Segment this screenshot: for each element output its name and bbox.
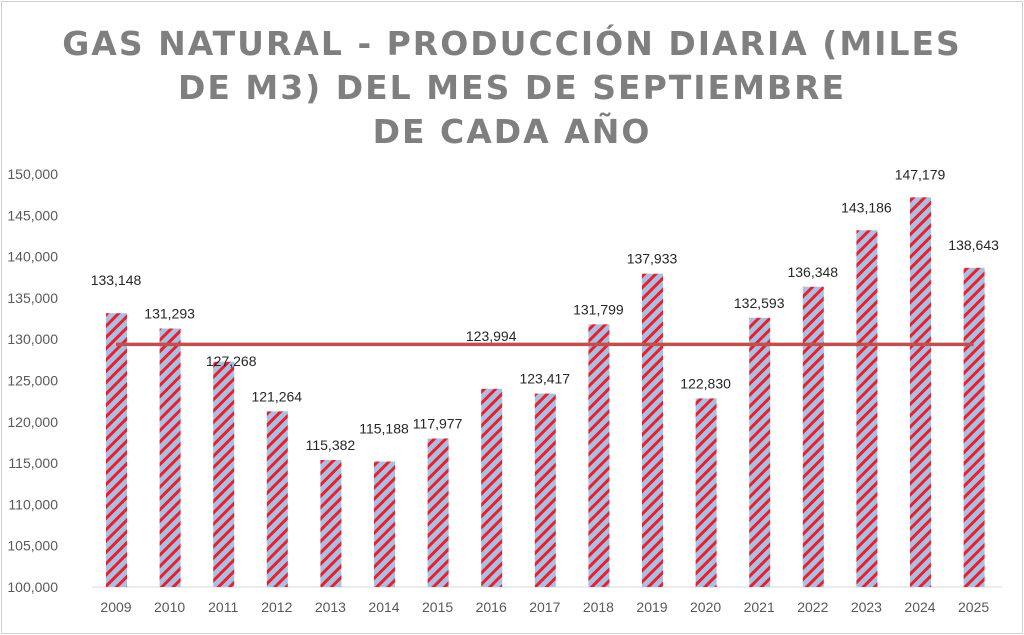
x-tick-label: 2020	[690, 599, 721, 615]
data-label: 122,830	[680, 375, 731, 391]
x-tick-label: 2009	[100, 599, 131, 615]
y-tick-label: 135,000	[7, 290, 58, 306]
x-tick-label: 2025	[958, 599, 989, 615]
x-tick-label: 2024	[904, 599, 935, 615]
x-tick-label: 2016	[476, 599, 507, 615]
title-line-1: GAS NATURAL - PRODUCCIÓN DIARIA (MILES	[62, 24, 962, 63]
data-label: 123,417	[519, 371, 570, 387]
data-label: 115,382	[306, 437, 356, 453]
data-label: 136,348	[787, 264, 838, 280]
bar-2022	[802, 286, 824, 587]
bar-2009	[106, 313, 127, 587]
bar-2016	[481, 388, 503, 587]
bar-2019	[642, 273, 663, 587]
x-tick-label: 2013	[315, 599, 346, 615]
title-line-2: DE M3) DEL MES DE SEPTIEMBRE	[177, 68, 847, 107]
data-label: 131,293	[144, 306, 195, 322]
x-tick-label: 2017	[529, 599, 560, 615]
data-label: 123,994	[466, 328, 517, 344]
data-label: 137,933	[627, 251, 678, 267]
y-tick-label: 145,000	[7, 207, 58, 223]
data-label: 138,643	[948, 237, 999, 253]
data-label: 121,264	[251, 388, 302, 404]
bar-2015	[427, 438, 449, 587]
bar-2010	[159, 328, 181, 587]
bar-2018	[588, 324, 610, 587]
bar-2014	[374, 461, 395, 587]
data-label: 132,593	[734, 295, 785, 311]
y-tick-label: 125,000	[7, 373, 58, 389]
data-label: 133,148	[91, 272, 142, 288]
bar-2011	[213, 361, 235, 587]
y-tick-label: 100,000	[7, 579, 58, 595]
y-tick-label: 115,000	[8, 455, 58, 471]
x-tick-label: 2022	[797, 599, 828, 615]
bar-2025	[963, 267, 985, 587]
title-line-3: DE CADA AÑO	[372, 112, 652, 151]
data-label: 147,179	[895, 166, 946, 182]
y-tick-label: 110,000	[8, 496, 58, 512]
x-tick-label: 2018	[583, 599, 614, 615]
bar-2020	[695, 398, 717, 587]
x-tick-label: 2014	[368, 599, 399, 615]
x-tick-label: 2012	[261, 599, 292, 615]
data-label: 127,268	[206, 353, 257, 369]
data-label: 143,186	[841, 199, 892, 215]
x-tick-label: 2015	[422, 599, 453, 615]
bar-2012	[266, 411, 288, 587]
bar-2023	[856, 230, 878, 588]
bar-2024	[910, 197, 931, 587]
bar-2013	[320, 459, 342, 587]
y-tick-label: 120,000	[7, 414, 58, 430]
y-tick-label: 140,000	[7, 249, 58, 265]
y-tick-label: 150,000	[7, 166, 58, 182]
bar-2021	[749, 317, 771, 587]
data-label: 117,977	[413, 416, 463, 432]
x-tick-label: 2021	[744, 599, 775, 615]
x-tick-label: 2010	[154, 599, 185, 615]
chart-title: GAS NATURAL - PRODUCCIÓN DIARIA (MILES D…	[0, 22, 1024, 154]
x-tick-label: 2011	[208, 599, 238, 615]
bar-2017	[534, 393, 556, 587]
y-tick-label: 130,000	[7, 331, 58, 347]
data-label: 115,188	[359, 421, 409, 437]
data-label: 131,799	[573, 301, 624, 317]
y-tick-label: 105,000	[7, 538, 58, 554]
x-tick-label: 2023	[851, 599, 882, 615]
x-tick-label: 2019	[636, 599, 667, 615]
